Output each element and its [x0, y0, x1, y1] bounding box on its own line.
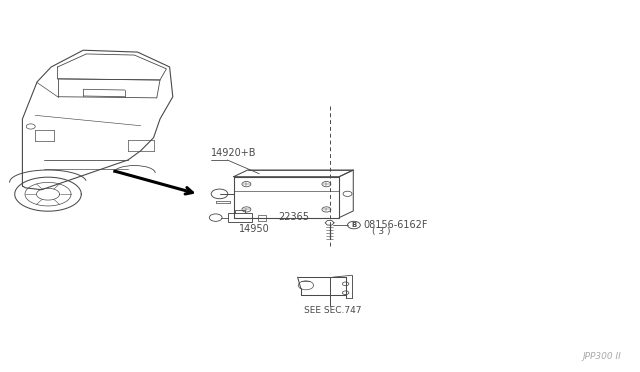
Bar: [228, 213, 252, 222]
Text: 08156-6162F: 08156-6162F: [363, 220, 428, 230]
Text: B: B: [351, 222, 356, 228]
Text: 14920+B: 14920+B: [211, 148, 257, 158]
Text: ( 3 ): ( 3 ): [372, 227, 390, 236]
Text: JPP300 II: JPP300 II: [582, 352, 621, 361]
Text: SEE SEC.747: SEE SEC.747: [304, 306, 362, 315]
Text: 22365: 22365: [278, 212, 309, 222]
Bar: [258, 215, 266, 221]
Text: 14950: 14950: [239, 224, 269, 234]
